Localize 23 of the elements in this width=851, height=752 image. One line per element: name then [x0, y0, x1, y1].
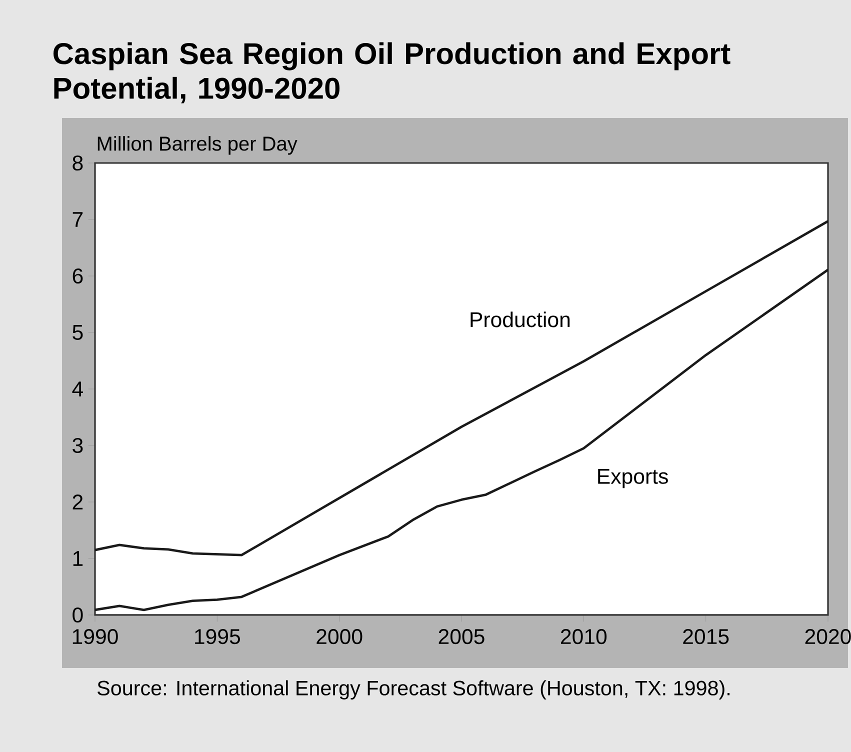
- y-tick-label: 1: [73, 551, 83, 566]
- y-tick-label: 0: [72, 607, 83, 623]
- x-tick-label: 1995: [195, 629, 240, 644]
- series-label: Exports: [598, 469, 668, 488]
- x-tick-label: 2005: [438, 629, 484, 644]
- y-tick-label: 5: [72, 325, 83, 340]
- chart-title: Caspian Sea Region Oil Production and Export Potential, 1990-2020: [54, 42, 730, 104]
- y-tick-label: 2: [72, 494, 83, 510]
- line-series: [95, 268, 828, 612]
- line-series: [95, 220, 828, 556]
- series-label: Production: [470, 312, 570, 328]
- y-tick-label: 8: [72, 155, 83, 171]
- y-tick-label: 3: [72, 438, 83, 454]
- x-tick-label: 1990: [72, 629, 118, 644]
- x-tick-label: 2010: [561, 629, 607, 644]
- y-tick-label: 7: [72, 212, 83, 227]
- source-note: Source: International Energy Forecast Software (Houston, TX: 1998).: [98, 680, 730, 700]
- y-tick-label: 6: [72, 268, 83, 284]
- x-tick-label: 2020: [805, 629, 851, 644]
- x-tick-label: 2015: [683, 629, 729, 644]
- y-axis-title: Million Barrels per Day: [98, 136, 298, 155]
- y-tick-label: 4: [72, 382, 83, 396]
- x-tick-label: 2000: [316, 629, 362, 644]
